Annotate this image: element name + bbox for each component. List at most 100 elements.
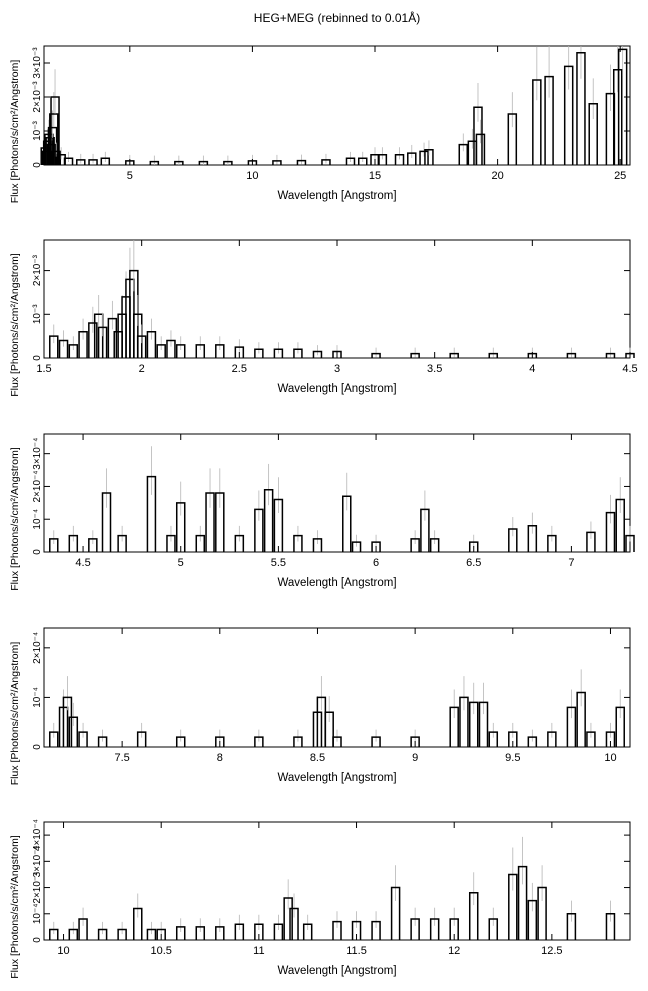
data-bin xyxy=(156,344,166,358)
data-bin xyxy=(488,352,499,358)
data-bin xyxy=(410,918,420,940)
x-tick-label: 6 xyxy=(373,557,379,569)
data-bin xyxy=(612,69,623,165)
y-tick-label: 10⁻⁴ xyxy=(32,687,43,708)
y-tick-label: 10⁻⁴ xyxy=(32,903,43,924)
data-bin xyxy=(410,736,420,747)
data-series xyxy=(49,836,616,940)
data-series xyxy=(49,669,625,747)
x-tick-label: 4.5 xyxy=(75,557,90,569)
data-bin xyxy=(68,716,79,747)
data-bin xyxy=(296,159,307,165)
y-axis-label: Flux [Photons/s/cm²/Angstrom] xyxy=(9,60,21,204)
data-bin xyxy=(473,106,483,165)
data-bin xyxy=(146,331,157,358)
x-tick-label: 2 xyxy=(139,363,145,375)
data-bin xyxy=(449,706,459,747)
x-tick-label: 20 xyxy=(491,170,503,182)
data-bin xyxy=(254,736,264,747)
data-bin xyxy=(488,918,499,940)
data-bin xyxy=(223,160,233,165)
data-series xyxy=(49,240,635,358)
data-bin xyxy=(68,928,79,940)
data-bin xyxy=(351,920,362,940)
plot-frame xyxy=(43,239,631,359)
data-bin xyxy=(566,913,577,940)
data-bin xyxy=(420,508,430,552)
data-bin xyxy=(566,706,577,747)
data-bin xyxy=(586,531,596,552)
data-bin xyxy=(175,926,186,940)
x-tick-label: 9.5 xyxy=(505,752,520,764)
y-tick-label: 0 xyxy=(32,162,43,168)
data-bin xyxy=(293,736,303,747)
data-bin xyxy=(371,541,381,552)
data-bin xyxy=(566,352,577,358)
data-bin xyxy=(78,331,88,358)
data-bin xyxy=(215,736,225,747)
data-bin xyxy=(537,886,547,940)
data-bin xyxy=(508,873,518,940)
x-tick-label: 25 xyxy=(614,170,626,182)
data-bin xyxy=(263,488,274,552)
data-bin xyxy=(547,534,557,552)
y-axis-label: Flux [Photons/s/cm²/Angstrom] xyxy=(9,642,21,786)
y-axis-label: Flux [Photons/s/cm²/Angstrom] xyxy=(9,447,21,591)
y-axis-label: Flux [Photons/s/cm²/Angstrom] xyxy=(9,835,21,979)
data-bin xyxy=(527,736,538,747)
data-bin xyxy=(458,143,469,165)
data-bin xyxy=(101,492,112,552)
x-axis-label: Wavelength [Angstrom] xyxy=(277,190,396,202)
x-tick-label: 10 xyxy=(57,945,69,957)
data-bin xyxy=(68,344,79,358)
data-bin xyxy=(198,160,209,165)
x-tick-label: 5 xyxy=(178,557,184,569)
data-bin xyxy=(88,322,98,358)
data-bin xyxy=(146,928,157,940)
y-tick-label: 3×10⁻⁴ xyxy=(32,845,43,877)
data-bin xyxy=(58,339,69,358)
data-bin xyxy=(149,160,160,165)
data-bin xyxy=(332,920,342,940)
data-bin xyxy=(357,157,368,165)
data-bin xyxy=(488,731,499,747)
data-bin xyxy=(576,691,586,747)
data-bin xyxy=(424,148,434,165)
data-bin xyxy=(166,339,176,358)
data-bin xyxy=(146,475,157,552)
data-bin xyxy=(345,157,356,165)
data-bin xyxy=(459,696,469,747)
x-tick-label: 5 xyxy=(127,170,133,182)
data-bin xyxy=(588,103,598,165)
plot-frame xyxy=(43,433,631,553)
x-tick-label: 6.5 xyxy=(466,557,481,569)
data-bin xyxy=(371,352,381,358)
data-bin xyxy=(88,159,98,165)
data-bin xyxy=(50,96,60,165)
x-axis-label: Wavelength [Angstrom] xyxy=(277,772,396,784)
panel-2: 1.5 2 2.5 3 3.5 4 4.5 0 10⁻³ 2×10⁻³ Wavelength [An… xyxy=(9,239,638,397)
data-bin xyxy=(410,538,420,552)
y-tick-label: 0 xyxy=(32,549,43,555)
x-tick-label: 10.5 xyxy=(150,945,171,957)
data-bin xyxy=(532,79,542,165)
data-bin xyxy=(289,907,299,940)
data-bin xyxy=(342,495,352,552)
data-bin xyxy=(133,907,143,940)
x-tick-label: 3.5 xyxy=(427,363,442,375)
x-tick-label: 4.5 xyxy=(622,363,637,375)
data-bin xyxy=(254,923,264,940)
data-bin xyxy=(76,159,86,165)
data-bin xyxy=(156,928,166,940)
panel-3: 4.5 5 5.5 6 6.5 7 0 10⁻⁴ 2×10⁻⁴3×10⁻⁴ Wavelength … xyxy=(9,433,635,591)
data-bin xyxy=(293,534,303,552)
plot-frame xyxy=(43,627,631,748)
x-tick-label: 3 xyxy=(334,363,340,375)
data-bin xyxy=(302,923,313,940)
x-axis-label: Wavelength [Angstrom] xyxy=(277,383,396,395)
y-tick-label: 2×10⁻³ xyxy=(32,254,43,286)
data-bin xyxy=(527,525,538,552)
data-bin xyxy=(508,731,518,747)
data-bin xyxy=(97,928,108,940)
